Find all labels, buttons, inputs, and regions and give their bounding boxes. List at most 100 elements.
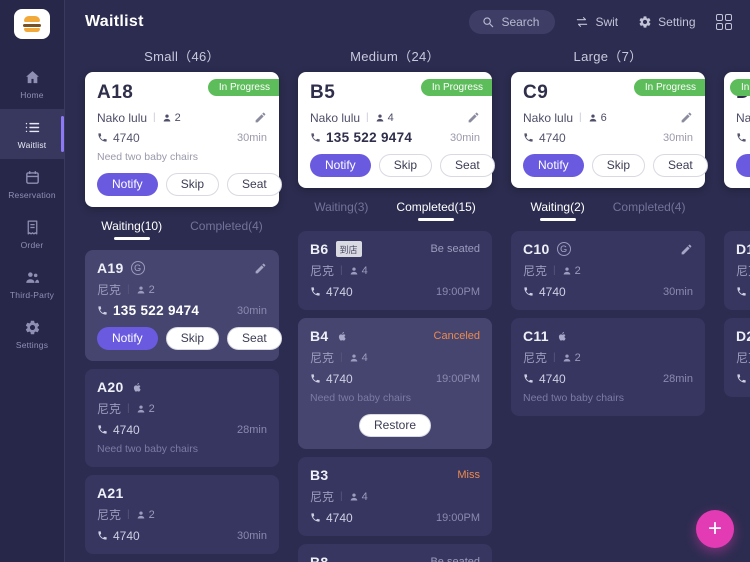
edit-icon[interactable] [680,243,693,256]
wait-time: 30min [237,304,267,317]
completed-card[interactable]: B8 Be seated 尼克 | 4 4740 19:00PM [298,544,492,562]
completed-time: 19:00PM [435,372,480,385]
waitlist-board: Small（46） In Progress A18 Nako lulu | 2 … [65,44,750,562]
add-party-button[interactable]: + [696,510,734,548]
waitlist-card[interactable]: A21 尼克 | 2 4740 30min [85,475,279,554]
column-next: In Progress D Nako lulu 4740 Notify Wait… [724,44,750,562]
tab-waiting[interactable]: Waiting(2) [531,200,585,221]
guest-note: Need two baby chairs [523,392,624,404]
guest-name: 尼克 [736,264,750,278]
notify-button[interactable]: Notify [97,173,158,196]
phone-number: 4740 [97,423,140,437]
tab-completed[interactable]: Completed(4) [612,200,686,214]
topbar: Waitlist Search Swit Setting [65,0,750,44]
phone-icon [523,373,534,384]
list-tabs: Waiting(10) Completed(4) [85,219,279,240]
person-icon [136,404,146,414]
guest-name: Nako lulu [97,110,148,125]
completed-card[interactable]: B4 Canceled 尼克 | 4 4740 19:00PM Need two… [298,318,492,449]
sidebar-item-settings[interactable]: Settings [0,309,64,359]
active-ticket-card[interactable]: In Progress C9 Nako lulu | 6 4740 30min … [511,72,708,188]
seat-button[interactable]: Seat [653,154,708,177]
person-icon [349,353,359,363]
party-size: 4 [349,491,368,503]
gear-icon [638,15,652,29]
phone-number: 4740 [97,529,140,543]
edit-icon[interactable] [467,111,480,124]
sidebar-item-order[interactable]: Order [0,209,64,259]
waiting-list: D1 尼克 4740 D2 尼克 [724,231,750,397]
seat-button[interactable]: Seat [227,327,282,350]
in-progress-badge: In Progress [730,79,750,96]
ticket-id: C11 [523,328,549,344]
sidebar-item-home[interactable]: Home [0,59,64,109]
completed-card[interactable]: B6 到店 Be seated 尼克 | 4 4740 19:00PM [298,231,492,310]
phone-icon [97,305,108,316]
person-icon [162,113,172,123]
waitlist-card[interactable]: D2 尼克 4740 [724,318,750,397]
notify-button[interactable]: Notify [736,154,750,177]
skip-button[interactable]: Skip [165,173,220,196]
party-size: 2 [162,112,181,124]
app-logo [14,9,50,39]
waitlist-card[interactable]: A20 尼克 | 2 4740 28min Need two baby chai… [85,369,279,467]
waitlist-card[interactable]: C11 尼克 | 2 4740 28min Need two baby chai… [511,318,705,416]
seat-button[interactable]: Seat [440,154,495,177]
sidebar-item-third-party[interactable]: Third-Party [0,259,64,309]
seat-button[interactable]: Seat [227,173,282,196]
page-title: Waitlist [85,13,144,30]
skip-button[interactable]: Skip [378,154,433,177]
active-ticket-card[interactable]: In Progress D Nako lulu 4740 Notify [724,72,750,188]
column-title: Small（46） [144,49,220,64]
apps-grid-icon[interactable] [715,13,732,31]
phone-icon [97,132,108,143]
ticket-id: D1 [736,241,750,257]
phone-icon [310,286,321,297]
ticket-id: C9 [523,82,549,103]
phone-icon [736,373,747,384]
completed-card[interactable]: B3 Miss 尼克 | 4 4740 19:00PM [298,457,492,536]
party-size: 2 [562,265,581,277]
guest-name: 尼克 [523,351,548,365]
completed-time: 19:00PM [435,511,480,524]
waitlist-card[interactable]: D1 尼克 4740 [724,231,750,310]
edit-icon[interactable] [254,262,267,275]
tab-completed[interactable]: Completed(4) [190,219,263,233]
skip-button[interactable]: Skip [165,327,220,350]
notify-button[interactable]: Notify [523,154,584,177]
person-icon [136,510,146,520]
edit-icon[interactable] [254,111,267,124]
phone-number: 4740 [310,372,353,386]
status-text: Be seated [430,556,480,562]
phone-number: 135 522 9474 [97,303,199,318]
skip-button[interactable]: Skip [591,154,646,177]
switch-button[interactable]: Swit [575,15,618,29]
restore-button[interactable]: Restore [358,414,432,437]
column-small: Small（46） In Progress A18 Nako lulu | 2 … [85,44,282,562]
waitlist-card[interactable]: C10 G 尼克 | 2 4740 30min [511,231,705,310]
topbar-actions: Search Swit Setting [469,10,732,34]
phone-icon [97,530,108,541]
phone-number: 4740 [736,372,750,386]
active-ticket-card[interactable]: In Progress A18 Nako lulu | 2 4740 30min… [85,72,282,207]
tab-completed[interactable]: Completed(15) [396,200,475,221]
edit-icon[interactable] [680,111,693,124]
phone-number: 4740 [523,131,566,145]
search-input[interactable]: Search [469,10,556,34]
wait-time: 28min [237,423,267,436]
waitlist-card[interactable]: A19 G 尼克 | 2 135 522 9474 30min Notif [85,250,282,361]
phone-icon [736,132,747,143]
tab-waiting[interactable]: Waiting(10) [101,219,162,240]
active-ticket-card[interactable]: In Progress B5 Nako lulu | 4 135 522 947… [298,72,495,188]
in-progress-badge: In Progress [633,79,705,96]
notify-button[interactable]: Notify [97,327,158,350]
notify-button[interactable]: Notify [310,154,371,177]
sidebar-item-reservation[interactable]: Reservation [0,159,64,209]
ticket-id: B8 [310,554,329,562]
sidebar-item-waitlist[interactable]: Waitlist [0,109,64,159]
waiting-list: A19 G 尼克 | 2 135 522 9474 30min Notif [85,250,282,562]
setting-button[interactable]: Setting [638,15,696,29]
person-icon [562,353,572,363]
tab-waiting[interactable]: Waiting(3) [314,200,369,214]
